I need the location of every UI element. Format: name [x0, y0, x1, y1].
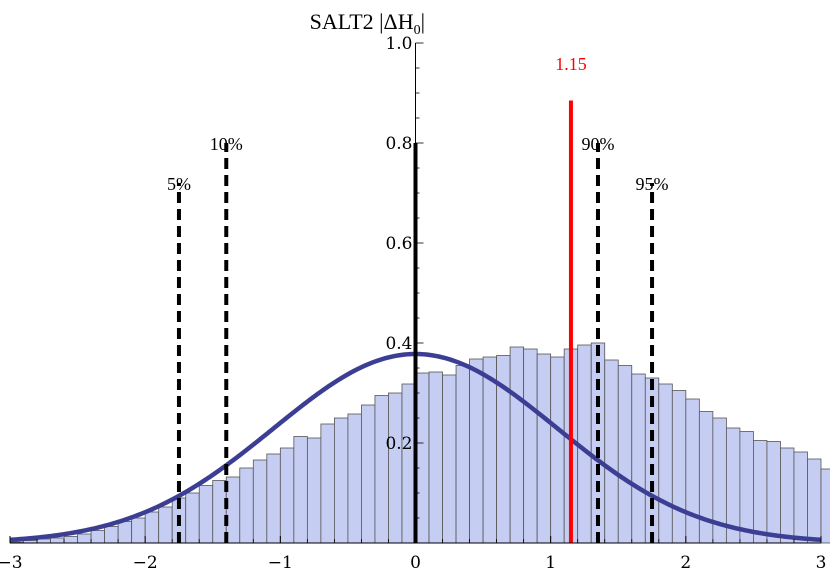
y-tick-label: 0.4 [385, 334, 412, 354]
histogram-bar [442, 374, 457, 544]
histogram-bar [374, 395, 389, 544]
histogram-bar [509, 346, 525, 544]
y-tick-label: 1.0 [385, 34, 412, 54]
histogram-bar [658, 383, 673, 544]
histogram-bar [158, 506, 173, 544]
observed-value-label: 1.15 [555, 54, 587, 74]
histogram-bar [482, 356, 498, 544]
y-tick-label: 0.2 [385, 434, 412, 454]
histogram-bar [807, 458, 822, 544]
histogram-bar [523, 348, 538, 544]
chart-title-end: | [421, 9, 425, 34]
x-tick-label: −3 [0, 553, 23, 573]
histogram-bar [739, 431, 754, 544]
x-tick-label: −2 [133, 553, 158, 573]
histogram-bar [198, 485, 214, 544]
y-tick-label: 0.6 [385, 234, 412, 254]
histogram-bar [185, 492, 200, 544]
histogram-bar [536, 353, 552, 544]
histogram-bar [306, 437, 322, 544]
histogram-bar [212, 480, 227, 544]
histogram-bar [388, 392, 403, 544]
x-tick-label: 1 [545, 553, 556, 573]
x-tick-label: 2 [680, 553, 691, 573]
histogram-bar [671, 390, 687, 544]
chart-title-main: SALT2 |ΔH [310, 9, 414, 34]
histogram-bar [685, 398, 700, 544]
histogram-bar [225, 476, 241, 544]
y-tick-label: 0.8 [385, 134, 412, 154]
histogram-bar [820, 468, 830, 544]
histogram-bar [239, 467, 254, 544]
histogram-bar [401, 383, 416, 544]
percentile-label: 5% [167, 174, 191, 194]
histogram-bar [293, 436, 308, 544]
histogram-bar [780, 447, 795, 544]
histogram-bar [50, 537, 65, 544]
histogram-bar [117, 521, 133, 544]
histogram-bar [455, 365, 470, 544]
histogram-bar [90, 530, 106, 544]
histogram-bar [550, 356, 565, 544]
histogram-bar [104, 526, 119, 544]
histogram-bar [63, 536, 78, 544]
x-tick-label: 0 [410, 553, 421, 573]
histogram-bar [631, 373, 646, 544]
histogram-bar [793, 451, 808, 544]
percentile-label: 95% [636, 174, 669, 194]
histogram-bar [131, 517, 146, 544]
histogram-bar [347, 413, 362, 544]
histogram-bars [9, 342, 830, 544]
histogram-bar [77, 533, 92, 544]
histogram-bar [361, 404, 376, 544]
histogram-bar [604, 359, 619, 544]
histogram-bar [766, 441, 781, 544]
histogram-bar [415, 372, 430, 544]
x-tick-label: −1 [268, 553, 293, 573]
chart-title-subscript: 0 [414, 23, 421, 38]
histogram-bar [252, 459, 268, 544]
axes [9, 42, 822, 544]
histogram-bar [279, 447, 295, 544]
x-tick-label: 3 [816, 553, 827, 573]
histogram-bar [617, 365, 633, 544]
percentile-label: 10% [210, 134, 243, 154]
percentile-label: 90% [581, 134, 614, 154]
histogram-bar [428, 371, 443, 544]
histogram-bar [469, 358, 484, 544]
labels: −3 −2 −1 0 1 2 3 0.2 0.4 0.6 0.8 1.0 5% 10% 90% 95% 1.15… [0, 9, 826, 573]
histogram-bar [333, 417, 349, 544]
histogram-bar [320, 423, 335, 544]
chart-title: SALT2 |ΔH0| [310, 9, 425, 38]
histogram-bar [144, 511, 160, 544]
histogram-bar [266, 453, 281, 544]
histogram-bar [753, 440, 768, 544]
